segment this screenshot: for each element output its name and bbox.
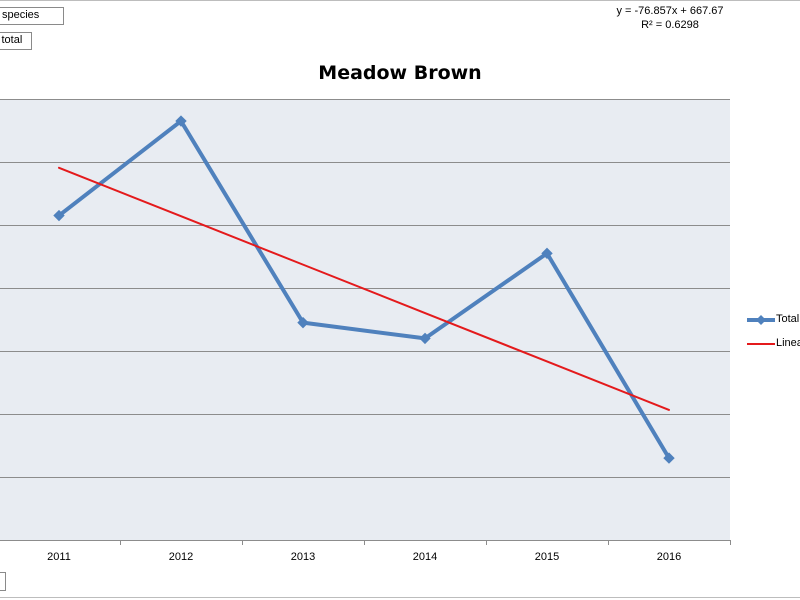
plot-area (0, 99, 730, 540)
legend-label-linear: Linea (776, 337, 800, 349)
legend-marker (756, 315, 766, 325)
trendline-linear (58, 166, 670, 411)
x-tick-label: 2013 (291, 551, 315, 563)
legend-item-linear[interactable]: Linea (746, 334, 800, 358)
adj-total-field-button[interactable]: j total (0, 32, 32, 50)
trendline-equation: y = -76.857x + 667.67 (616, 5, 724, 17)
data-point-marker (663, 452, 675, 464)
trendline-r-squared: R² = 0.6298 (641, 19, 699, 31)
row-field-button[interactable] (0, 572, 6, 591)
species-field-button[interactable]: species (0, 7, 64, 25)
data-point-marker (541, 247, 553, 260)
chart-legend: Total Linea (746, 310, 800, 358)
data-point-marker (419, 332, 431, 345)
x-tick-label: 2016 (657, 551, 681, 563)
chart-title: Meadow Brown (318, 62, 482, 84)
x-tick-label: 2011 (47, 551, 71, 563)
data-point-marker (175, 115, 187, 127)
legend-label-total: Total (776, 313, 800, 325)
data-point-marker (297, 316, 309, 329)
data-point-marker (53, 209, 65, 222)
sheet-top-border (0, 0, 800, 1)
x-tick-label: 2015 (535, 551, 559, 563)
trendline-equation-label: y = -76.857x + 667.67 R² = 0.6298 (580, 4, 760, 32)
x-tick-label: 2014 (413, 551, 437, 563)
legend-item-total[interactable]: Total (746, 310, 800, 334)
series-line-total (57, 119, 671, 461)
sheet-bottom-border (0, 597, 800, 598)
legend-swatch-total (747, 315, 775, 325)
legend-swatch-linear (747, 343, 775, 345)
x-tick-label: 2012 (169, 551, 193, 563)
